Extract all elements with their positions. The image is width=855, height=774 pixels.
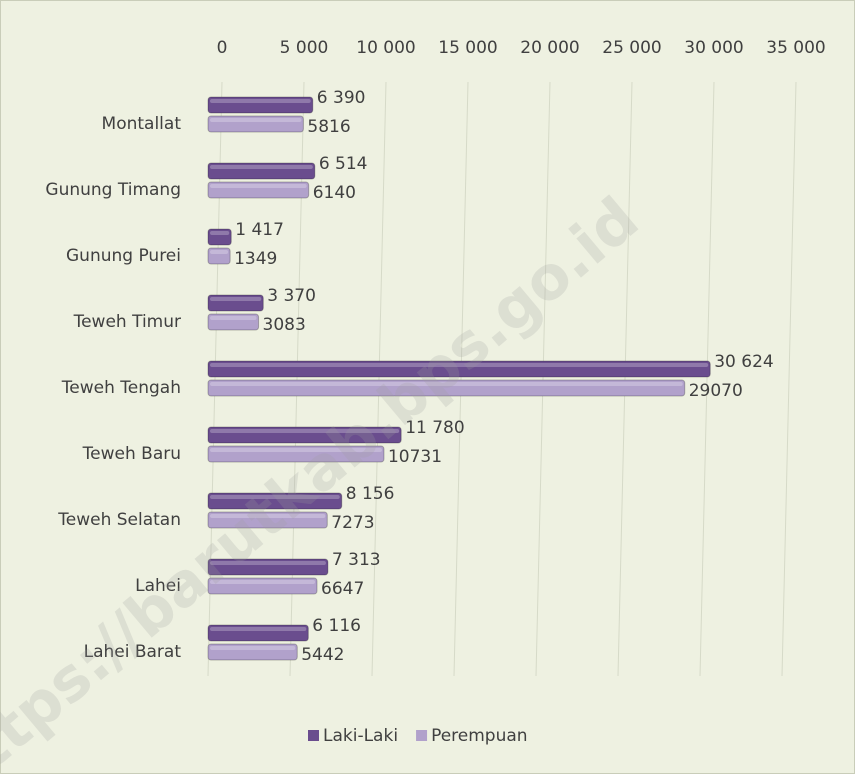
y-tick-label: Lahei: [135, 576, 181, 596]
grid-line: [371, 81, 387, 677]
bar-shine: [210, 514, 326, 518]
bar: [207, 181, 310, 199]
legend-label: Laki-Laki: [323, 726, 398, 746]
bar: [207, 162, 316, 180]
grid-line: [781, 81, 797, 677]
bar-shine: [210, 627, 307, 631]
value-label: 6 390: [317, 88, 366, 108]
grid-line: [453, 81, 469, 677]
bar-shine: [210, 316, 257, 320]
bar-shine: [210, 580, 316, 584]
bar-shine: [210, 165, 313, 169]
legend-label: Perempuan: [431, 726, 528, 746]
bar: [207, 643, 298, 661]
bar: [207, 426, 402, 444]
y-tick-label: Montallat: [102, 114, 182, 134]
x-tick-label: 10 000: [356, 38, 415, 58]
grid-line: [617, 81, 633, 677]
value-label: 5442: [301, 645, 344, 665]
bar: [207, 360, 711, 378]
y-tick-label: Gunung Timang: [45, 180, 181, 200]
y-tick-label: Teweh Timur: [73, 312, 181, 332]
x-tick-label: 20 000: [520, 38, 579, 58]
bar: [207, 558, 329, 576]
value-label: 3083: [263, 315, 306, 335]
grid-line: [207, 81, 223, 677]
bar-shine: [210, 495, 340, 499]
bar-shine: [210, 297, 262, 301]
value-label: 7273: [331, 513, 374, 533]
bar: [207, 511, 328, 529]
bar-shine: [210, 561, 326, 565]
bar: [207, 577, 318, 595]
y-tick-label: Teweh Selatan: [57, 510, 181, 530]
value-label: 6140: [313, 183, 356, 203]
value-label: 3 370: [267, 286, 316, 306]
bar-shine: [210, 118, 302, 122]
x-tick-label: 15 000: [438, 38, 497, 58]
x-tick-label: 35 000: [766, 38, 825, 58]
bar-shine: [210, 429, 400, 433]
bar-shine: [210, 184, 307, 188]
value-label: 1 417: [235, 220, 284, 240]
bar-shine: [210, 231, 230, 235]
bar-shine: [210, 250, 229, 254]
value-label: 5816: [307, 117, 350, 137]
bar-shine: [210, 363, 709, 367]
value-label: 6 514: [319, 154, 368, 174]
bar-shine: [210, 382, 683, 386]
x-tick-label: 5 000: [280, 38, 329, 58]
bar: [207, 228, 232, 246]
bar: [207, 294, 264, 312]
value-label: 11 780: [405, 418, 464, 438]
bar: [207, 445, 385, 463]
value-label: 10731: [388, 447, 442, 467]
bar: [207, 96, 314, 114]
bar: [207, 624, 309, 642]
value-label: 6647: [321, 579, 364, 599]
x-tick-label: 30 000: [684, 38, 743, 58]
y-tick-label: Teweh Baru: [82, 444, 181, 464]
value-label: 30 624: [714, 352, 773, 372]
bar-shine: [210, 99, 311, 103]
bar: [207, 492, 343, 510]
plot-area: 0 5 000 10 000 15 000 20 000 25 000 30 000 35 0…: [45, 38, 825, 746]
value-label: 8 156: [346, 484, 395, 504]
value-label: 29070: [689, 381, 743, 401]
bar: [207, 247, 231, 265]
value-label: 7 313: [332, 550, 381, 570]
bar-shine: [210, 448, 382, 452]
value-label: 6 116: [312, 616, 361, 636]
y-tick-label: Gunung Purei: [66, 246, 181, 266]
grid-line: [699, 81, 715, 677]
bar: [207, 379, 686, 397]
y-tick-label: Teweh Tengah: [61, 378, 181, 398]
x-tick-label: 25 000: [602, 38, 661, 58]
bar: [207, 313, 260, 331]
x-tick-label: 0: [217, 38, 228, 58]
legend-swatch: [416, 730, 428, 741]
bar: [207, 115, 304, 133]
grid-line: [535, 81, 551, 677]
value-label: 1349: [234, 249, 277, 269]
y-tick-label: Lahei Barat: [84, 642, 182, 662]
legend-swatch: [308, 730, 319, 741]
grid-line: [289, 81, 305, 677]
bar-shine: [210, 646, 296, 650]
